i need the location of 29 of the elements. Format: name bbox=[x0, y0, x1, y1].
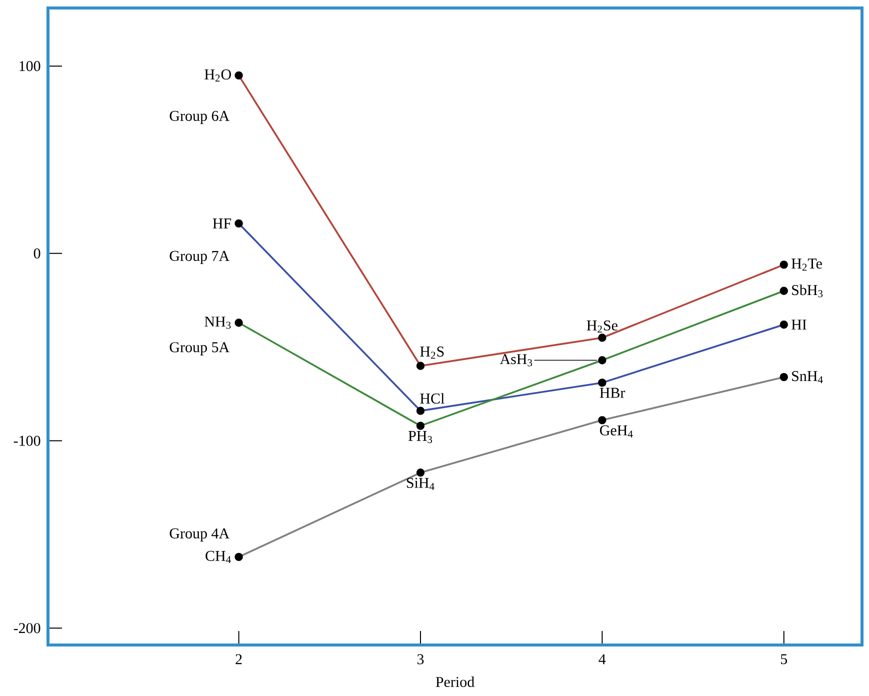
annotation: SnH$_{4}$ bbox=[792, 371, 823, 384]
annotation: SiH$_{4}$ bbox=[406, 478, 434, 490]
annotation: HF bbox=[212, 218, 232, 228]
annotation: H$_{2}$S bbox=[420, 346, 444, 359]
annotation: GeH$_{4}$ bbox=[600, 425, 633, 438]
annotation: H$_{2}$O bbox=[204, 69, 231, 82]
y-tick-label: 0 bbox=[34, 248, 40, 258]
annotation: AsH$_{3}$ bbox=[500, 354, 532, 366]
y-tick-label: -200 bbox=[14, 623, 40, 634]
x-tick-label: 5 bbox=[781, 654, 788, 664]
annotation: HBr bbox=[600, 388, 626, 398]
annotation: HCl bbox=[420, 393, 444, 404]
x-tick-label: 3 bbox=[417, 654, 424, 664]
annotation: H$_{2}$Se bbox=[586, 320, 618, 333]
series-label: Group 4A bbox=[170, 528, 230, 542]
y-tick-label: -100 bbox=[14, 436, 40, 446]
x-axis-title: Period bbox=[436, 676, 474, 688]
x-tick-label: 2 bbox=[236, 654, 242, 664]
annotation: SbH$_{3}$ bbox=[792, 284, 823, 298]
annotation: PH$_{3}$ bbox=[408, 431, 432, 444]
x-tick-label: 4 bbox=[598, 654, 606, 664]
series-label: Group 6A bbox=[170, 110, 230, 124]
annotation: H$_{2}$Te bbox=[792, 258, 822, 271]
series-label: Group 5A bbox=[170, 342, 230, 356]
y-tick-label: 100 bbox=[20, 61, 40, 72]
annotation: HI bbox=[792, 320, 806, 330]
annotation: CH$_{4}$ bbox=[206, 550, 231, 563]
annotation: NH$_{3}$ bbox=[204, 316, 231, 329]
series-label: Group 7A bbox=[170, 250, 230, 264]
